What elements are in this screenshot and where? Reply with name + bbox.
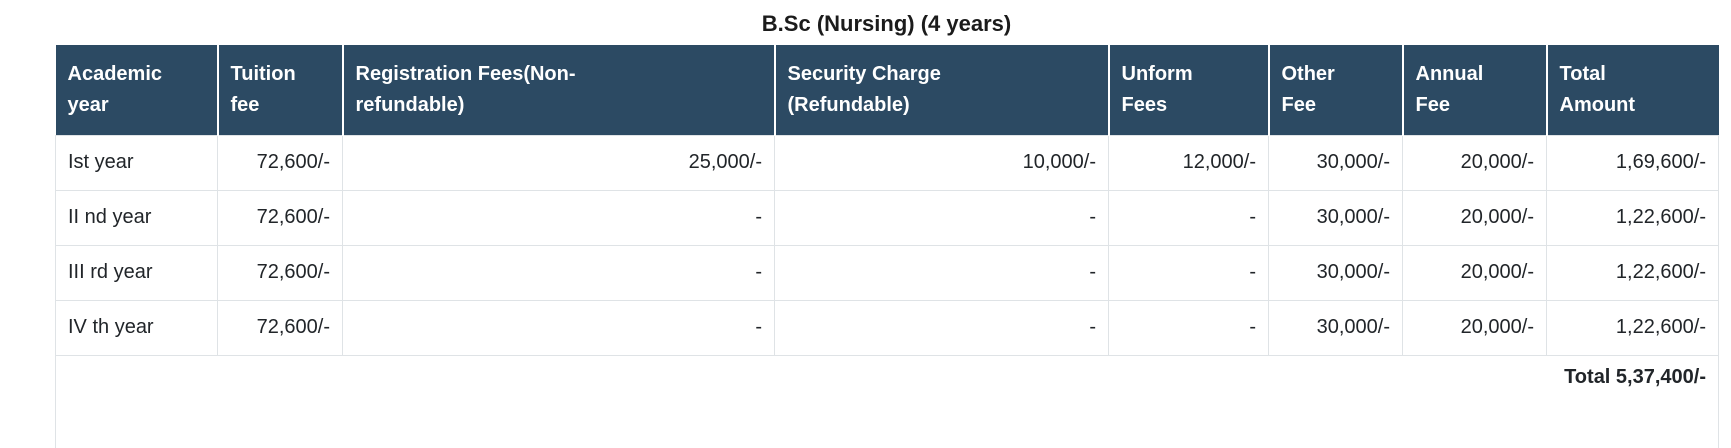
column-header-total-amount: Total Amount <box>1546 45 1719 135</box>
header-label: Fee <box>1281 93 1316 116</box>
header-label: Registration Fees(Non- <box>355 62 576 85</box>
fee-structure-section: B.Sc (Nursing) (4 years) Academic year T… <box>55 10 1719 448</box>
table-title: B.Sc (Nursing) (4 years) <box>761 11 1012 36</box>
header-label: fee <box>230 93 260 116</box>
column-header-registration-fees: Registration Fees(Non- refundable) <box>342 45 776 135</box>
header-label: (Refundable) <box>787 93 910 116</box>
cell-other-fee: 30,000/- <box>1268 244 1403 301</box>
header-label: year <box>67 93 109 116</box>
grand-total: Total 5,37,400/- <box>55 354 1719 448</box>
cell-uniform-fees: - <box>1108 299 1269 356</box>
header-label: Amount <box>1559 93 1636 116</box>
cell-annual-fee: 20,000/- <box>1402 189 1547 246</box>
header-label: Fee <box>1415 93 1450 116</box>
column-header-uniform-fees: Unform Fees <box>1108 45 1270 135</box>
cell-other-fee: 30,000/- <box>1268 189 1403 246</box>
table-row-year-3: III rd year 72,600/- - - - 30,000/- 20,0… <box>55 244 1719 301</box>
table-row-year-4: IV th year 72,600/- - - - 30,000/- 20,00… <box>55 299 1719 356</box>
header-label: Academic <box>67 62 163 85</box>
cell-security-charge: - <box>774 189 1109 246</box>
table-row-year-1: Ist year 72,600/- 25,000/- 10,000/- 12,0… <box>55 134 1719 191</box>
header-label: Other <box>1281 62 1335 85</box>
column-header-annual-fee: Annual Fee <box>1402 45 1548 135</box>
cell-academic-year: IV th year <box>55 299 218 356</box>
table-body: Ist year 72,600/- 25,000/- 10,000/- 12,0… <box>55 134 1719 356</box>
cell-security-charge: 10,000/- <box>774 134 1109 191</box>
cell-security-charge: - <box>774 244 1109 301</box>
cell-uniform-fees: - <box>1108 244 1269 301</box>
cell-uniform-fees: 12,000/- <box>1108 134 1269 191</box>
cell-tuition-fee: 72,600/- <box>217 134 343 191</box>
header-label: refundable) <box>355 93 465 116</box>
column-header-tuition-fee: Tuition fee <box>217 45 344 135</box>
cell-academic-year: Ist year <box>55 134 218 191</box>
cell-academic-year: III rd year <box>55 244 218 301</box>
cell-annual-fee: 20,000/- <box>1402 299 1547 356</box>
cell-total-amount: 1,69,600/- <box>1546 134 1719 191</box>
cell-uniform-fees: - <box>1108 189 1269 246</box>
cell-annual-fee: 20,000/- <box>1402 244 1547 301</box>
cell-total-amount: 1,22,600/- <box>1546 299 1719 356</box>
header-label: Annual <box>1415 62 1484 85</box>
cell-registration-fees: - <box>342 189 775 246</box>
column-header-security-charge: Security Charge (Refundable) <box>774 45 1110 135</box>
cell-tuition-fee: 72,600/- <box>217 299 343 356</box>
header-label: Unform <box>1121 62 1193 85</box>
header-label: Security Charge <box>787 62 941 85</box>
cell-annual-fee: 20,000/- <box>1402 134 1547 191</box>
header-label: Tuition <box>230 62 296 85</box>
cell-registration-fees: - <box>342 244 775 301</box>
cell-total-amount: 1,22,600/- <box>1546 244 1719 301</box>
column-header-other-fee: Other Fee <box>1268 45 1404 135</box>
header-label: Fees <box>1121 93 1168 116</box>
fees-table: Academic year Tuition fee Registration F… <box>55 45 1719 448</box>
cell-security-charge: - <box>774 299 1109 356</box>
cell-total-amount: 1,22,600/- <box>1546 189 1719 246</box>
cell-academic-year: II nd year <box>55 189 218 246</box>
cell-tuition-fee: 72,600/- <box>217 189 343 246</box>
cell-other-fee: 30,000/- <box>1268 134 1403 191</box>
table-footer: Total 5,37,400/- <box>55 354 1719 448</box>
header-row: Academic year Tuition fee Registration F… <box>55 45 1719 135</box>
header-label: Total <box>1559 62 1606 85</box>
footer-row: Total 5,37,400/- <box>55 354 1719 448</box>
column-header-academic-year: Academic year <box>55 45 219 135</box>
cell-other-fee: 30,000/- <box>1268 299 1403 356</box>
cell-tuition-fee: 72,600/- <box>217 244 343 301</box>
cell-registration-fees: - <box>342 299 775 356</box>
cell-registration-fees: 25,000/- <box>342 134 775 191</box>
table-header: Academic year Tuition fee Registration F… <box>55 45 1719 135</box>
table-row-year-2: II nd year 72,600/- - - - 30,000/- 20,00… <box>55 189 1719 246</box>
